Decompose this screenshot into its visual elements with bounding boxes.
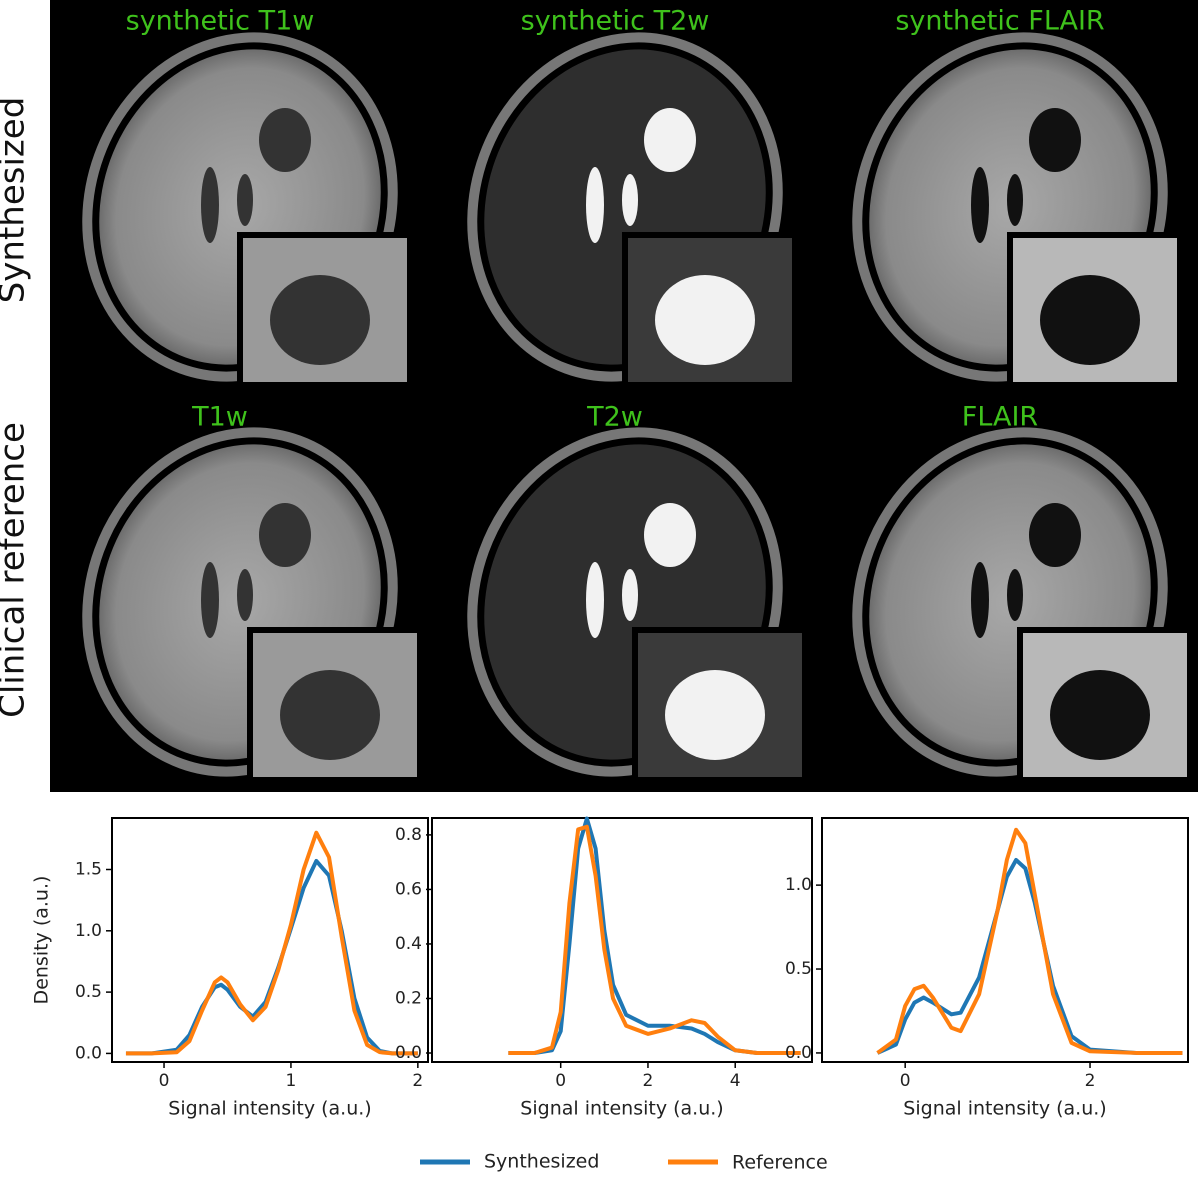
x-tick-label: 0 — [900, 1071, 911, 1091]
legend-label: Reference — [732, 1152, 828, 1174]
y-tick-label: 0.8 — [395, 825, 422, 845]
y-tick-label: 0.0 — [395, 1043, 422, 1063]
x-tick-label: 2 — [1085, 1071, 1096, 1091]
panel-title: T2w — [586, 402, 643, 433]
panel-title: synthetic T1w — [126, 6, 315, 37]
row-label: Clinical reference — [0, 422, 33, 718]
y-tick-label: 0.2 — [395, 988, 422, 1008]
legend-label: Synthesized — [484, 1151, 599, 1173]
mri-images — [82, 32, 1193, 783]
ventricle — [622, 174, 638, 226]
panel-title: synthetic T2w — [521, 6, 710, 37]
ventricle — [1007, 569, 1023, 621]
panel-title: synthetic FLAIR — [895, 6, 1104, 37]
density-line — [508, 816, 801, 1055]
ventricle — [1007, 174, 1023, 226]
density-line — [125, 830, 418, 1056]
inset-lesion — [270, 275, 370, 365]
plot-frame — [111, 817, 429, 1063]
inset-lesion — [1040, 275, 1140, 365]
lesion — [259, 108, 311, 172]
x-tick-label: 2 — [643, 1071, 654, 1091]
ventricle — [622, 569, 638, 621]
density-line — [876, 827, 1183, 1055]
x-axis-label: Signal intensity (a.u.) — [520, 1098, 723, 1120]
density-line — [508, 824, 801, 1055]
x-tick-label: 2 — [412, 1071, 423, 1091]
ventricle — [237, 174, 253, 226]
lesion — [259, 503, 311, 567]
inset-lesion — [280, 670, 380, 760]
x-axis-label: Signal intensity (a.u.) — [168, 1098, 371, 1120]
y-tick-label: 0.5 — [785, 959, 812, 979]
x-axis-label: Signal intensity (a.u.) — [903, 1098, 1106, 1120]
plot-frame — [431, 817, 813, 1063]
inset-lesion — [1050, 670, 1150, 760]
y-tick-label: 0.6 — [395, 879, 422, 899]
y-axis-label: Density (a.u.) — [31, 876, 53, 1005]
ventricle — [586, 167, 604, 243]
lesion — [1029, 108, 1081, 172]
y-tick-label: 0.0 — [75, 1043, 102, 1063]
plot-frame — [821, 817, 1189, 1063]
lesion — [1029, 503, 1081, 567]
panel-title: FLAIR — [962, 402, 1038, 433]
y-tick-label: 0.4 — [395, 934, 422, 954]
row-label: Synthesized — [0, 97, 33, 304]
lesion — [644, 108, 696, 172]
y-tick-label: 1.0 — [75, 921, 102, 941]
y-tick-label: 0.5 — [75, 982, 102, 1002]
ventricle — [201, 167, 219, 243]
ventricle — [971, 562, 989, 638]
inset-lesion — [665, 670, 765, 760]
panel-title: T1w — [191, 402, 248, 433]
inset-lesion — [655, 275, 755, 365]
x-tick-label: 0 — [555, 1071, 566, 1091]
ventricle — [237, 569, 253, 621]
x-tick-label: 0 — [159, 1071, 170, 1091]
x-tick-label: 1 — [286, 1071, 297, 1091]
ventricle — [971, 167, 989, 243]
x-tick-label: 4 — [730, 1071, 741, 1091]
y-tick-label: 1.5 — [75, 859, 102, 879]
lesion — [644, 503, 696, 567]
ventricle — [586, 562, 604, 638]
ventricle — [201, 562, 219, 638]
y-tick-label: 1.0 — [785, 875, 812, 895]
y-tick-label: 0.0 — [785, 1043, 812, 1063]
